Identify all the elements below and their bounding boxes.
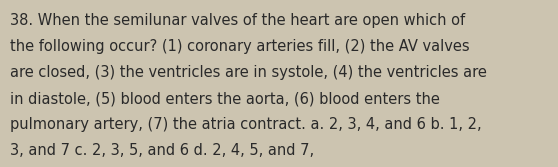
Text: in diastole, (5) blood enters the aorta, (6) blood enters the: in diastole, (5) blood enters the aorta,… [10, 91, 440, 106]
Text: the following occur? (1) coronary arteries fill, (2) the AV valves: the following occur? (1) coronary arteri… [10, 39, 470, 54]
Text: are closed, (3) the ventricles are in systole, (4) the ventricles are: are closed, (3) the ventricles are in sy… [10, 65, 487, 80]
Text: 38. When the semilunar valves of the heart are open which of: 38. When the semilunar valves of the hea… [10, 13, 465, 28]
Text: 3, and 7 c. 2, 3, 5, and 6 d. 2, 4, 5, and 7,: 3, and 7 c. 2, 3, 5, and 6 d. 2, 4, 5, a… [10, 143, 314, 158]
Text: pulmonary artery, (7) the atria contract. a. 2, 3, 4, and 6 b. 1, 2,: pulmonary artery, (7) the atria contract… [10, 117, 482, 132]
